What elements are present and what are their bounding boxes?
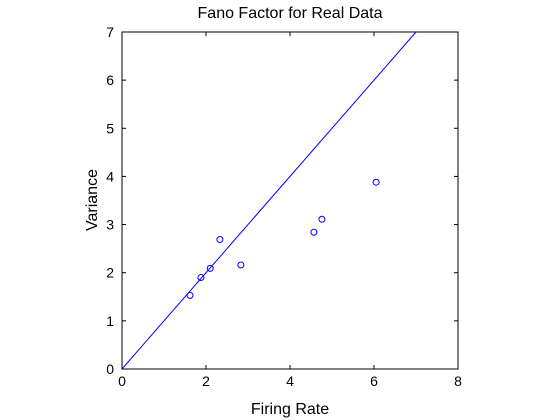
identity-reference-line (121, 31, 417, 370)
data-point (216, 235, 224, 243)
y-tick-label: 3 (106, 217, 114, 233)
data-point (186, 291, 194, 299)
x-tick-label: 6 (370, 373, 378, 389)
y-tick-label: 4 (106, 168, 114, 184)
data-point (372, 178, 380, 186)
y-tick-label: 0 (106, 361, 114, 377)
y-tick-label: 7 (106, 24, 114, 40)
data-point (318, 215, 326, 223)
x-axis-label: Firing Rate (251, 401, 329, 418)
y-tick-label: 1 (106, 313, 114, 329)
tick-group: 0 2 4 6 8 0 1 2 3 4 5 6 7 (106, 24, 462, 389)
plot-area: 0 2 4 6 8 0 1 2 3 4 5 6 7 (106, 24, 462, 389)
x-tick-label: 2 (202, 373, 210, 389)
data-point (237, 261, 245, 269)
x-tick-label: 4 (286, 373, 294, 389)
axes-frame (121, 31, 459, 370)
y-tick-label: 6 (106, 72, 114, 88)
x-tick-label: 0 (118, 373, 126, 389)
y-axis-label: Variance (84, 169, 101, 231)
data-point (310, 228, 318, 236)
data-points (186, 178, 380, 299)
data-point (197, 274, 205, 282)
y-tick-label: 2 (106, 265, 114, 281)
x-tick-label: 8 (454, 373, 462, 389)
chart-title: Fano Factor for Real Data (198, 5, 383, 22)
y-tick-label: 5 (106, 120, 114, 136)
data-point (206, 264, 214, 272)
